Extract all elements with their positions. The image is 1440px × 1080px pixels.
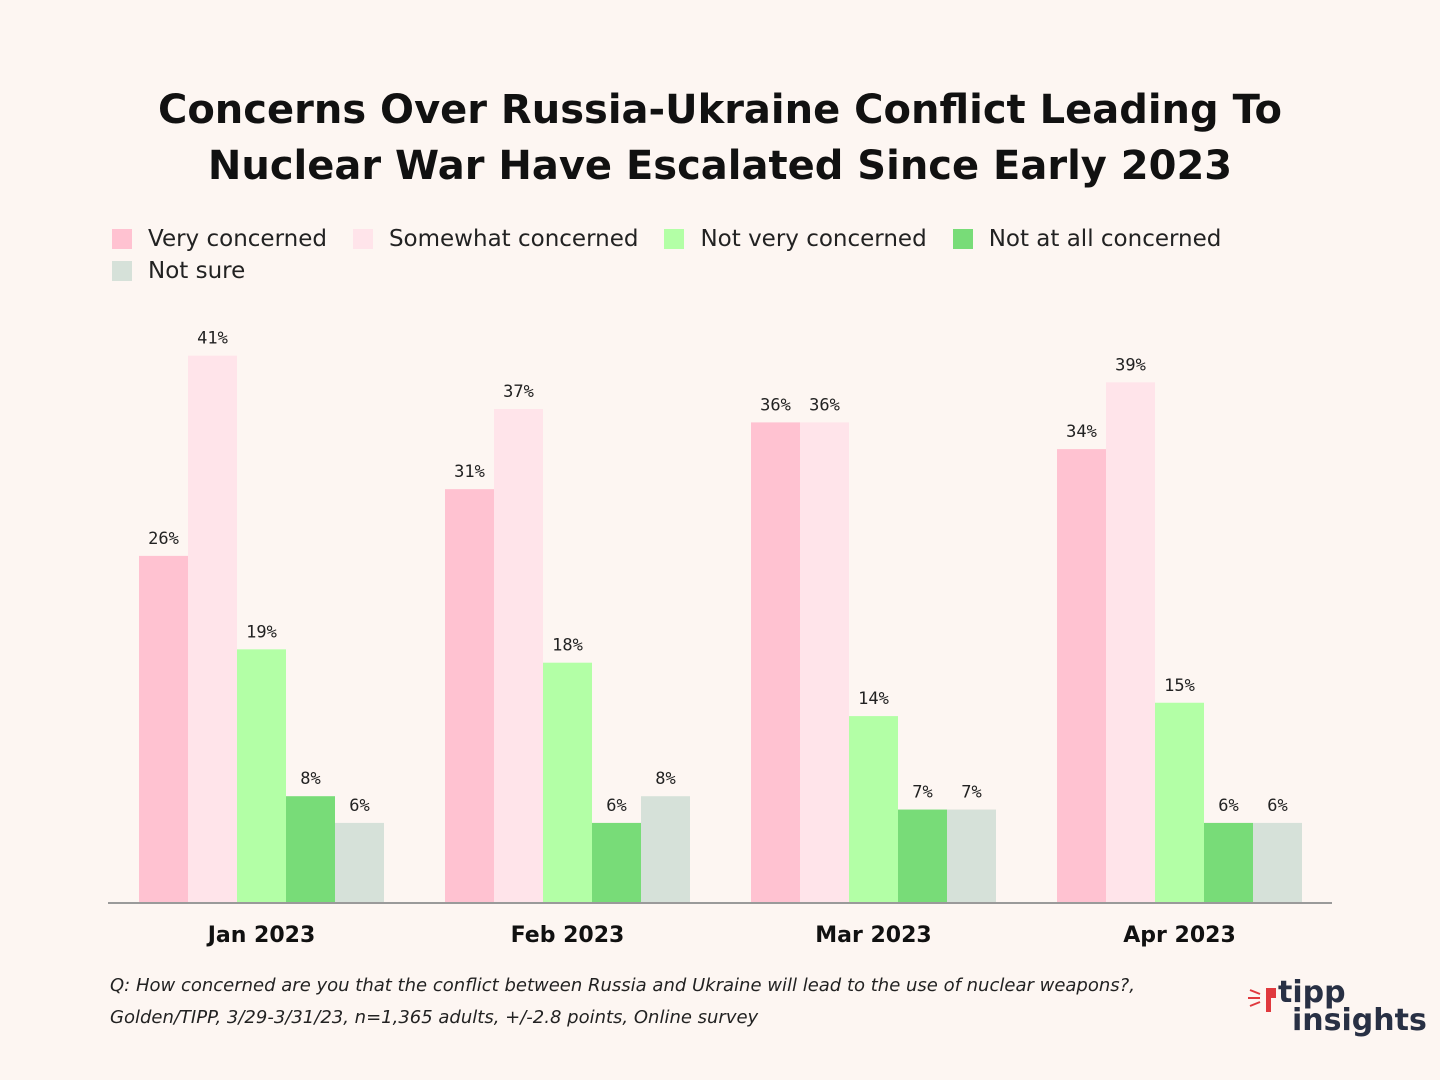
bar-very-concerned (139, 555, 188, 903)
bar-not-very-concerned (849, 716, 898, 903)
bar-chart: 26% 41% 19% 8% 6% Jan 2023 31% 37% 18% 6% 8% Feb 20… (108, 329, 1332, 948)
bar-not-very-concerned (1155, 702, 1204, 903)
legend-item-very-concerned: Very concerned (112, 226, 327, 252)
x-tick-label: Jan 2023 (206, 923, 316, 948)
legend-swatch (664, 229, 685, 249)
legend-item-somewhat-concerned: Somewhat concerned (352, 226, 639, 252)
legend-label: Very concerned (148, 226, 327, 252)
bar-not-sure (1253, 822, 1302, 903)
logo-text-tipp: tipp (1278, 975, 1346, 1010)
bar-value-label: 36% (760, 395, 791, 415)
bar-not-at-all-concerned (592, 822, 641, 903)
bar-very-concerned (751, 422, 800, 903)
bar-not-at-all-concerned (286, 796, 335, 903)
legend-swatch (112, 229, 132, 249)
footnote-line: Q: How concerned are you that the confli… (110, 975, 1135, 996)
bar-somewhat-concerned (800, 422, 849, 903)
bar-somewhat-concerned (494, 409, 543, 903)
bar-not-sure (335, 822, 384, 903)
bar-somewhat-concerned (1106, 382, 1155, 904)
bar-not-very-concerned (237, 649, 286, 903)
bar-not-very-concerned (543, 662, 592, 903)
bar-not-at-all-concerned (1204, 822, 1253, 903)
bar-not-sure (947, 809, 996, 903)
bar-value-label: 18% (552, 636, 583, 656)
bar-value-label: 36% (809, 395, 840, 415)
footnote: Q: How concerned are you that the confli… (110, 970, 1230, 1034)
bar-not-sure (641, 796, 690, 903)
x-tick-label: Apr 2023 (1123, 923, 1236, 948)
legend-label: Not sure (148, 258, 246, 284)
x-tick-label: Mar 2023 (815, 923, 931, 948)
bar-value-label: 19% (246, 622, 277, 642)
legend-swatch (352, 229, 373, 249)
bar-value-label: 41% (197, 329, 228, 349)
bar-value-label: 31% (454, 462, 485, 482)
logo-text-insights: insights (1292, 1003, 1427, 1038)
bar-very-concerned (445, 489, 494, 903)
bar-value-label: 6% (349, 796, 369, 816)
bar-value-label: 6% (1267, 796, 1287, 816)
bar-somewhat-concerned (188, 355, 237, 903)
bar-value-label: 8% (300, 769, 320, 789)
legend: Very concerned Somewhat concerned Not ve… (112, 226, 1292, 284)
bar-value-label: 6% (1218, 796, 1238, 816)
legend-label: Not at all concerned (988, 226, 1222, 252)
legend-swatch (112, 261, 132, 281)
bar-very-concerned (1057, 449, 1106, 903)
chart-title-line: Nuclear War Have Escalated Since Early 2… (207, 143, 1233, 189)
chart-title-line: Concerns Over Russia-Ukraine Conflict Le… (157, 87, 1283, 133)
x-tick-label: Feb 2023 (511, 923, 625, 948)
bar-value-label: 7% (912, 783, 932, 803)
legend-item-not-very-concerned: Not very concerned (664, 226, 927, 252)
bar-value-label: 15% (1164, 676, 1195, 696)
bar-value-label: 14% (858, 689, 889, 709)
footnote-line: Golden/TIPP, 3/29-3/31/23, n=1,365 adult… (110, 1007, 759, 1028)
legend-swatch (952, 229, 973, 249)
legend-label: Not very concerned (700, 226, 927, 252)
bar-not-at-all-concerned (898, 809, 947, 903)
bar-value-label: 8% (655, 769, 675, 789)
chart-title: Concerns Over Russia-Ukraine Conflict Le… (0, 82, 1440, 194)
tipp-insights-logo: tipp insights (1248, 976, 1427, 1042)
legend-item-not-sure: Not sure (112, 258, 246, 284)
bar-value-label: 37% (503, 382, 534, 402)
bar-value-label: 39% (1115, 355, 1146, 375)
legend-item-not-at-all-concerned: Not at all concerned (952, 226, 1222, 252)
bar-value-label: 34% (1066, 422, 1097, 442)
logo-mark-icon (1248, 988, 1276, 1012)
legend-label: Somewhat concerned (388, 226, 639, 252)
bar-value-label: 26% (148, 529, 179, 549)
bar-value-label: 7% (961, 783, 981, 803)
bar-value-label: 6% (606, 796, 626, 816)
